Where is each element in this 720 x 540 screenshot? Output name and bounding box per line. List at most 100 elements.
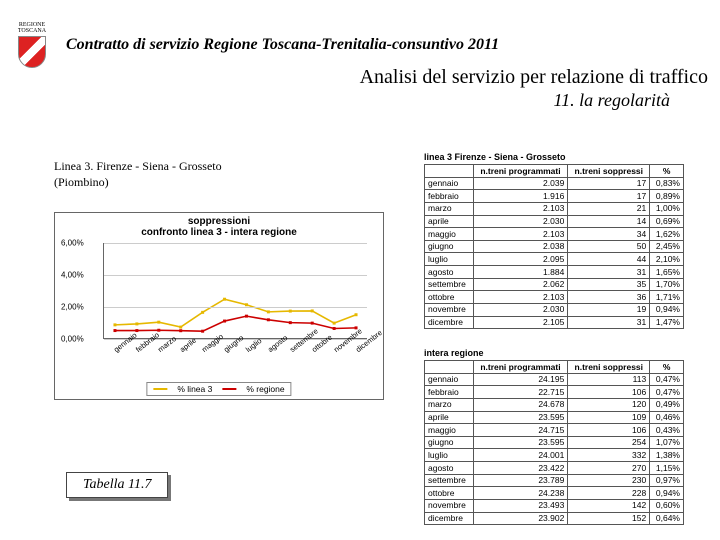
table-header: n.treni programmati — [473, 165, 568, 178]
chart-ytick: 2,00% — [61, 303, 84, 312]
table-cell: 1,07% — [650, 436, 684, 449]
chart-ytick: 6,00% — [61, 239, 84, 248]
table-row: novembre23.4931420,60% — [425, 499, 684, 512]
table-cell: novembre — [425, 499, 474, 512]
chart-legend: % linea 3% regione — [146, 382, 291, 396]
table-cell: 1,00% — [650, 202, 684, 215]
table-header: % — [650, 165, 684, 178]
table-row: ottobre2.103361,71% — [425, 291, 684, 304]
table-cell: maggio — [425, 228, 474, 241]
table-caption: Tabella 11.7 — [66, 472, 168, 498]
table-cell: 1,70% — [650, 278, 684, 291]
table-cell: 23.595 — [473, 411, 568, 424]
legend-label: % regione — [246, 384, 284, 394]
table-cell: 142 — [568, 499, 650, 512]
table-cell: 2,45% — [650, 240, 684, 253]
line-label-2: (Piombino) — [54, 174, 222, 190]
table-cell: 0,94% — [650, 487, 684, 500]
table-cell: 2.030 — [473, 303, 568, 316]
table-cell: aprile — [425, 411, 474, 424]
table-cell: 1,47% — [650, 316, 684, 329]
table-cell: febbraio — [425, 190, 474, 203]
legend-swatch — [153, 388, 167, 390]
table-cell: 23.789 — [473, 474, 568, 487]
table-cell: 1.916 — [473, 190, 568, 203]
table-cell: 24.715 — [473, 424, 568, 437]
table-cell: 0,83% — [650, 177, 684, 190]
table-cell: aprile — [425, 215, 474, 228]
table-cell: 31 — [568, 266, 650, 279]
table-cell: 36 — [568, 291, 650, 304]
table-cell: 1,62% — [650, 228, 684, 241]
chart-x-labels: gennaiofebbraiomarzoaprilemaggiogiugnolu… — [103, 343, 367, 377]
table-cell: marzo — [425, 398, 474, 411]
table-cell: 21 — [568, 202, 650, 215]
table-row: febbraio1.916170,89% — [425, 190, 684, 203]
table-cell: marzo — [425, 202, 474, 215]
table-row: luglio2.095442,10% — [425, 253, 684, 266]
table-cell: 2,10% — [650, 253, 684, 266]
table-linea3-grid: n.treni programmatin.treni soppressi%gen… — [424, 164, 684, 329]
table-cell: 1.884 — [473, 266, 568, 279]
table-cell: gennaio — [425, 373, 474, 386]
table-cell: 1,65% — [650, 266, 684, 279]
section-subtitle: 11. la regolarità — [554, 90, 671, 111]
table-header: % — [650, 361, 684, 374]
table-cell: gennaio — [425, 177, 474, 190]
table-cell: 332 — [568, 449, 650, 462]
table-cell: dicembre — [425, 316, 474, 329]
table-cell: 17 — [568, 190, 650, 203]
table-row: gennaio24.1951130,47% — [425, 373, 684, 386]
table-cell: 14 — [568, 215, 650, 228]
table-cell: 0,49% — [650, 398, 684, 411]
regione-toscana-logo: REGIONE TOSCANA — [12, 22, 52, 68]
table-row: novembre2.030190,94% — [425, 303, 684, 316]
table-row: agosto1.884311,65% — [425, 266, 684, 279]
chart-ytick: 0,00% — [61, 335, 84, 344]
table-cell: 106 — [568, 424, 650, 437]
table-cell: settembre — [425, 278, 474, 291]
table-row: ottobre24.2382280,94% — [425, 487, 684, 500]
table-cell: agosto — [425, 266, 474, 279]
table-row: giugno23.5952541,07% — [425, 436, 684, 449]
table-header — [425, 361, 474, 374]
table-cell: 2.030 — [473, 215, 568, 228]
table-cell: 120 — [568, 398, 650, 411]
table-cell: 109 — [568, 411, 650, 424]
table-row: giugno2.038502,45% — [425, 240, 684, 253]
table-row: gennaio2.039170,83% — [425, 177, 684, 190]
chart-lines-svg — [104, 243, 367, 338]
table-cell: luglio — [425, 253, 474, 266]
table-row: dicembre2.105311,47% — [425, 316, 684, 329]
table-cell: 1,71% — [650, 291, 684, 304]
table-cell: 2.103 — [473, 202, 568, 215]
table-cell: 44 — [568, 253, 650, 266]
table-cell: 228 — [568, 487, 650, 500]
table-row: agosto23.4222701,15% — [425, 462, 684, 475]
table-cell: 106 — [568, 386, 650, 399]
table-cell: 23.902 — [473, 512, 568, 525]
table-cell: giugno — [425, 436, 474, 449]
table-cell: 0,43% — [650, 424, 684, 437]
section-title: Analisi del servizio per relazione di tr… — [132, 66, 708, 89]
table-header: n.treni soppressi — [568, 361, 650, 374]
table-cell: 23.422 — [473, 462, 568, 475]
table-cell: 23.493 — [473, 499, 568, 512]
table-regione-grid: n.treni programmatin.treni soppressi%gen… — [424, 360, 684, 525]
chart-title: soppressioni confronto linea 3 - intera … — [55, 213, 383, 238]
table-cell: 23.595 — [473, 436, 568, 449]
table-cell: 2.105 — [473, 316, 568, 329]
table-cell: settembre — [425, 474, 474, 487]
table-cell: 31 — [568, 316, 650, 329]
table-cell: 0,69% — [650, 215, 684, 228]
table-linea3: linea 3 Firenze - Siena - Grosseto n.tre… — [424, 152, 684, 329]
table-cell: 0,97% — [650, 474, 684, 487]
table-cell: agosto — [425, 462, 474, 475]
table-row: aprile2.030140,69% — [425, 215, 684, 228]
table-cell: 2.039 — [473, 177, 568, 190]
table-regione: intera regione n.treni programmatin.tren… — [424, 348, 684, 525]
table-cell: 254 — [568, 436, 650, 449]
table-regione-title: intera regione — [424, 348, 684, 358]
chart-plot-area — [103, 243, 367, 339]
table-cell: 22.715 — [473, 386, 568, 399]
